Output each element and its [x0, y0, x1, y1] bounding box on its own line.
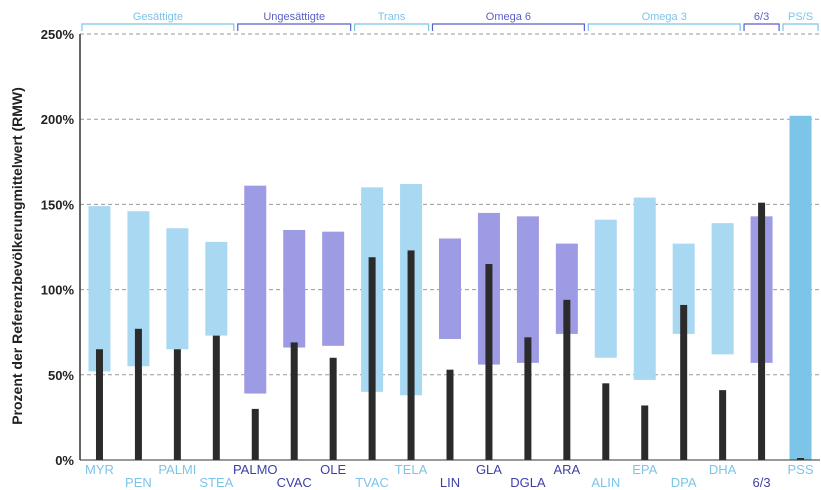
group-bracket: [237, 23, 352, 31]
group-label: Omega 6: [486, 11, 531, 23]
value-bar: [524, 337, 532, 460]
category-label: 6/3: [753, 475, 771, 490]
value-bar: [602, 383, 610, 460]
y-tick-label: 250%: [41, 27, 75, 42]
category-label: MYR: [85, 462, 114, 477]
category-label: STEA: [199, 475, 233, 490]
value-bar: [446, 369, 454, 460]
group-label: Gesättigte: [133, 11, 183, 23]
group-bracket: [782, 23, 819, 31]
category-label: DGLA: [510, 475, 546, 490]
group-bracket: [431, 23, 585, 31]
range-bar: [633, 197, 656, 380]
group-brackets: Gesättigte Ungesättigte Trans Omega 6 Omega …: [81, 11, 819, 31]
group-label: Ungesättigte: [263, 11, 325, 23]
group-label: Trans: [378, 11, 406, 23]
range-bar: [594, 219, 617, 358]
group-label: Omega 3: [642, 11, 687, 23]
category-label: CVAC: [277, 475, 312, 490]
range-bar: [672, 243, 695, 334]
range-bar: [166, 228, 189, 350]
range-bar: [516, 216, 539, 363]
value-bar: [251, 408, 259, 460]
category-label: PEN: [125, 475, 152, 490]
value-bar: [563, 299, 571, 460]
y-tick-label: 100%: [41, 283, 75, 298]
range-bar: [88, 206, 111, 372]
value-bar: [290, 342, 298, 460]
y-tick-label: 50%: [48, 368, 74, 383]
group-label: 6/3: [754, 11, 769, 23]
y-tick-label: 0%: [55, 453, 74, 468]
y-axis: 0% 50% 100% 150% 200% 250%: [41, 27, 820, 468]
y-axis-label: Prozent der Referenzbevölkerungmittelwer…: [9, 87, 25, 425]
range-bar: [322, 231, 345, 346]
range-bar: [789, 115, 812, 461]
range-bar: [127, 211, 150, 367]
y-tick-label: 200%: [41, 112, 75, 127]
category-label: PSS: [788, 462, 814, 477]
value-bar: [95, 349, 103, 460]
value-bar: [134, 328, 142, 460]
grid-layer: [80, 33, 820, 376]
group-bracket: [353, 23, 430, 31]
category-label: OLE: [320, 462, 346, 477]
category-label: EPA: [632, 462, 657, 477]
value-bar: [680, 304, 688, 460]
group-bracket: [587, 23, 741, 31]
value-bar: [368, 257, 376, 460]
category-label: TELA: [395, 462, 428, 477]
value-bar: [797, 458, 805, 460]
group-label: PS/S: [788, 11, 813, 23]
category-label: DPA: [671, 475, 697, 490]
range-bar: [205, 241, 228, 336]
category-label: PALMI: [158, 462, 196, 477]
category-label: LIN: [440, 475, 460, 490]
value-bar: [407, 250, 415, 460]
value-bars: [95, 202, 805, 461]
value-bar: [212, 335, 220, 460]
value-bar: [719, 390, 727, 460]
category-label: TVAC: [355, 475, 389, 490]
category-label: DHA: [709, 462, 737, 477]
group-bracket: [743, 23, 780, 31]
range-bar: [283, 229, 306, 348]
category-label: GLA: [476, 462, 502, 477]
category-label: PALMO: [233, 462, 278, 477]
category-label: ALIN: [591, 475, 620, 490]
category-label: ARA: [553, 462, 580, 477]
range-bar: [711, 223, 734, 355]
value-bar: [173, 349, 181, 460]
value-bar: [485, 264, 493, 460]
value-bar: [758, 202, 766, 461]
range-bar: [555, 243, 578, 334]
range-bar: [439, 238, 461, 340]
group-bracket: [81, 23, 235, 31]
range-bar: [244, 185, 267, 394]
value-bar: [641, 405, 649, 460]
y-tick-label: 150%: [41, 197, 75, 212]
value-bar: [329, 357, 337, 460]
